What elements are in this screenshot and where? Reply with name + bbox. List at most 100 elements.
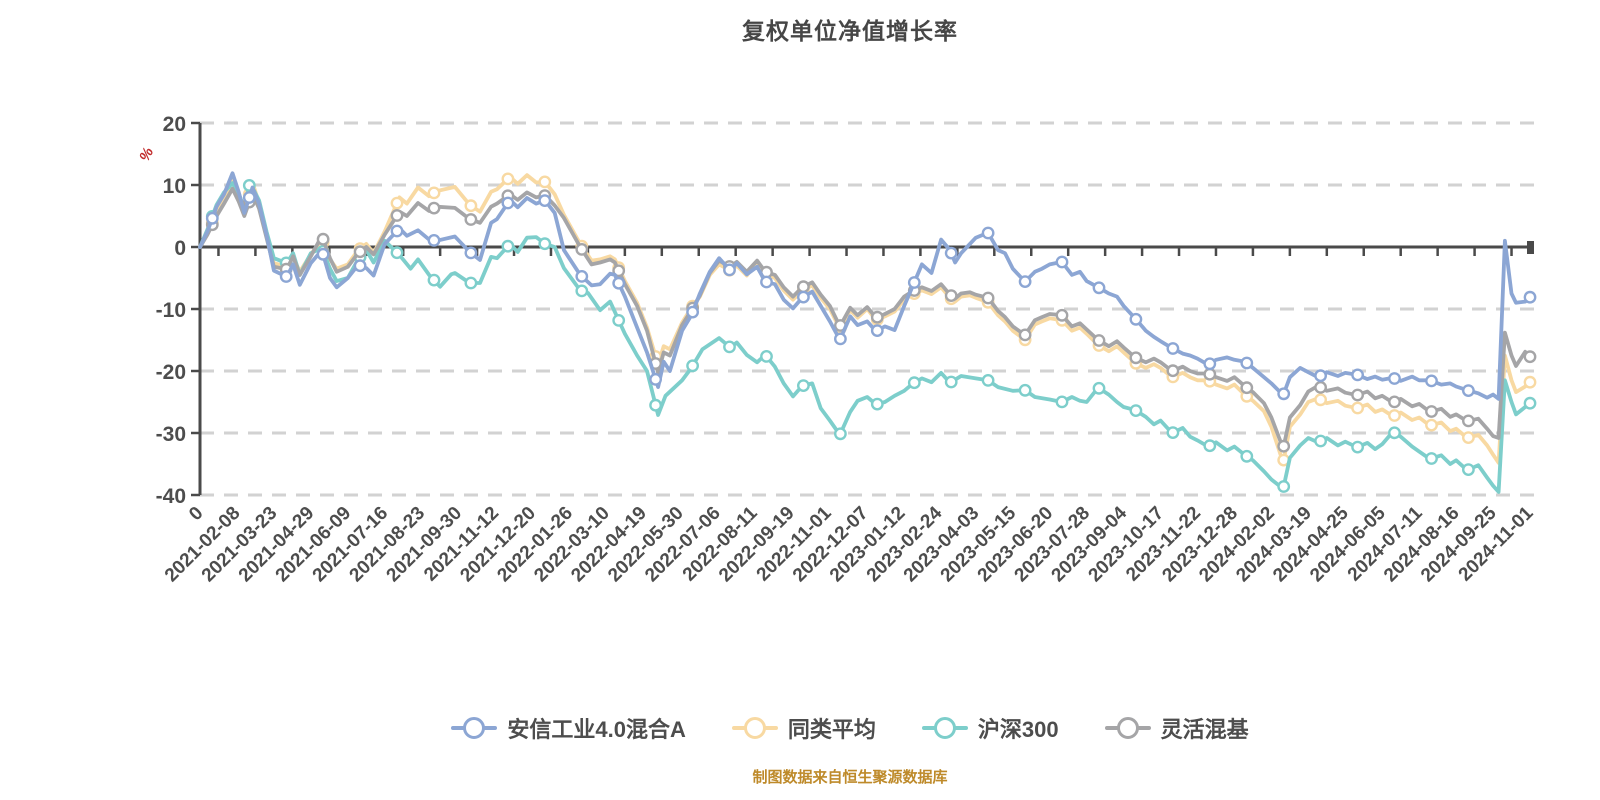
data-point-marker[interactable]	[907, 276, 921, 289]
data-point-marker[interactable]	[501, 239, 515, 253]
data-point-marker[interactable]	[390, 246, 404, 260]
data-point-marker[interactable]	[1018, 328, 1032, 342]
data-point-marker[interactable]	[427, 273, 441, 287]
data-point-marker[interactable]	[1055, 395, 1069, 409]
data-point-marker[interactable]	[1314, 369, 1328, 383]
data-point-marker[interactable]	[1240, 381, 1254, 395]
data-point-marker[interactable]	[464, 199, 478, 213]
data-point-marker[interactable]	[1351, 388, 1365, 402]
data-point-marker[interactable]	[686, 359, 699, 373]
data-point-marker[interactable]	[612, 264, 626, 278]
data-point-marker[interactable]	[1240, 449, 1254, 463]
data-point-marker[interactable]	[427, 186, 441, 200]
data-point-marker[interactable]	[427, 233, 441, 247]
data-point-marker[interactable]	[538, 175, 552, 189]
data-point-marker[interactable]	[1055, 255, 1069, 269]
data-point-marker[interactable]	[575, 242, 589, 256]
data-point-marker[interactable]	[1351, 368, 1365, 382]
data-point-marker[interactable]	[353, 245, 367, 259]
data-point-marker[interactable]	[390, 209, 404, 222]
data-point-marker[interactable]	[1314, 434, 1328, 448]
data-point-marker[interactable]	[279, 270, 293, 283]
data-point-marker[interactable]	[1277, 480, 1291, 493]
data-point-marker[interactable]	[1523, 396, 1537, 410]
data-point-marker[interactable]	[1092, 281, 1106, 295]
data-point-marker[interactable]	[1129, 312, 1143, 326]
data-point-marker[interactable]	[1425, 405, 1438, 418]
data-point-marker[interactable]	[1203, 439, 1217, 453]
data-point-marker[interactable]	[1277, 439, 1291, 453]
data-point-marker[interactable]	[1129, 404, 1143, 417]
data-point-marker[interactable]	[1314, 380, 1328, 394]
data-point-marker[interactable]	[1166, 342, 1180, 355]
data-point-marker[interactable]	[1092, 334, 1106, 347]
data-point-marker[interactable]	[1462, 384, 1475, 397]
data-point-marker[interactable]	[870, 397, 884, 411]
data-point-marker[interactable]	[501, 196, 515, 210]
data-point-marker[interactable]	[1277, 387, 1291, 401]
data-point-marker[interactable]	[1523, 375, 1537, 389]
data-point-marker[interactable]	[1388, 409, 1401, 422]
data-point-marker[interactable]	[981, 226, 995, 240]
data-point-marker[interactable]	[1203, 367, 1217, 381]
data-point-marker[interactable]	[760, 275, 773, 289]
data-point-marker[interactable]	[1055, 308, 1069, 322]
data-point-marker[interactable]	[464, 276, 478, 290]
data-point-marker[interactable]	[1129, 351, 1143, 365]
legend-item-2[interactable]: 沪深300	[921, 712, 1059, 744]
data-point-marker[interactable]	[316, 247, 330, 261]
data-point-marker[interactable]	[1314, 393, 1328, 407]
data-point-marker[interactable]	[612, 313, 626, 327]
data-point-marker[interactable]	[1388, 372, 1401, 385]
data-point-marker[interactable]	[1203, 357, 1217, 371]
data-point-marker[interactable]	[834, 332, 847, 346]
data-point-marker[interactable]	[686, 305, 699, 319]
data-point-marker[interactable]	[1018, 275, 1032, 288]
data-point-marker[interactable]	[760, 349, 773, 363]
data-point-marker[interactable]	[575, 269, 589, 283]
legend-item-1[interactable]: 同类平均	[731, 712, 876, 744]
data-point-marker[interactable]	[353, 259, 367, 273]
data-point-marker[interactable]	[797, 290, 810, 304]
data-point-marker[interactable]	[944, 375, 958, 389]
data-point-marker[interactable]	[1425, 452, 1438, 465]
data-point-marker[interactable]	[464, 213, 478, 226]
data-point-marker[interactable]	[427, 201, 441, 215]
data-point-marker[interactable]	[538, 194, 552, 208]
data-point-marker[interactable]	[797, 280, 810, 294]
data-point-marker[interactable]	[1462, 414, 1475, 428]
data-point-marker[interactable]	[723, 263, 736, 277]
data-point-marker[interactable]	[944, 289, 958, 302]
data-point-marker[interactable]	[1166, 364, 1180, 378]
data-point-marker[interactable]	[1462, 463, 1475, 476]
data-point-marker[interactable]	[1166, 426, 1180, 439]
chart-canvas[interactable]: 20100-10-20-30-4002021-02-082021-03-2320…	[0, 0, 1600, 700]
data-point-marker[interactable]	[1092, 381, 1106, 395]
data-point-marker[interactable]	[501, 172, 515, 186]
data-point-marker[interactable]	[1351, 401, 1365, 415]
data-point-marker[interactable]	[1425, 418, 1438, 432]
data-point-marker[interactable]	[538, 237, 552, 251]
data-point-marker[interactable]	[907, 376, 921, 390]
data-point-marker[interactable]	[390, 196, 404, 210]
data-point-marker[interactable]	[316, 232, 330, 246]
data-point-marker[interactable]	[1351, 440, 1365, 454]
data-point-marker[interactable]	[464, 246, 478, 260]
data-point-marker[interactable]	[1388, 426, 1401, 440]
data-point-marker[interactable]	[575, 284, 589, 298]
data-point-marker[interactable]	[944, 246, 958, 260]
legend-item-0[interactable]: 安信工业4.0混合A	[451, 712, 686, 744]
data-point-marker[interactable]	[981, 373, 995, 387]
data-point-marker[interactable]	[1523, 290, 1537, 304]
data-point-marker[interactable]	[390, 224, 404, 238]
data-point-marker[interactable]	[242, 191, 256, 204]
data-point-marker[interactable]	[1240, 356, 1254, 370]
data-point-marker[interactable]	[649, 372, 662, 386]
data-point-marker[interactable]	[205, 211, 219, 225]
data-point-marker[interactable]	[649, 398, 662, 412]
data-point-marker[interactable]	[1523, 350, 1537, 364]
data-point-marker[interactable]	[1462, 431, 1475, 444]
data-point-marker[interactable]	[981, 291, 995, 305]
data-point-marker[interactable]	[834, 427, 847, 441]
data-point-marker[interactable]	[723, 340, 736, 354]
